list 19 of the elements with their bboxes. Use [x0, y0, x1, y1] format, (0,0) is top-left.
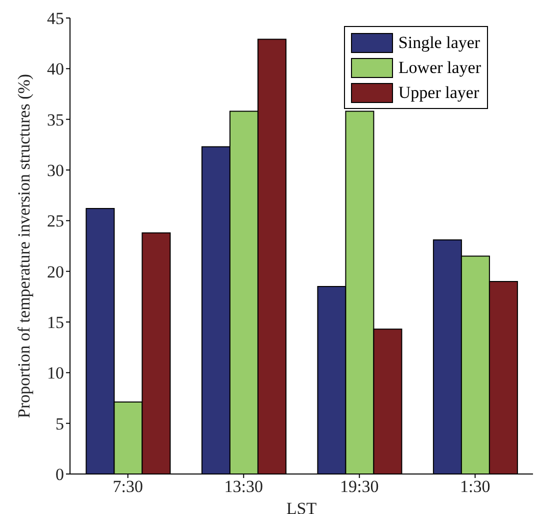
y-tick-label: 35 [47, 110, 64, 130]
y-tick-label: 45 [47, 9, 64, 28]
y-tick-label: 20 [47, 262, 64, 282]
y-tick-label: 5 [56, 414, 64, 434]
x-tick-label: 19:30 [340, 477, 379, 496]
x-tick-label: 7:30 [112, 477, 143, 496]
x-tick-label: 13:30 [224, 477, 263, 496]
y-tick-label: 10 [47, 364, 64, 383]
legend-label: Lower layer [398, 58, 481, 78]
legend-label: Upper layer [398, 82, 480, 102]
y-tick-label: 25 [47, 212, 64, 231]
y-tick-label: 40 [47, 60, 64, 79]
legend-label: Single layer [398, 32, 480, 52]
y-tick-label: 30 [47, 161, 64, 180]
y-tick-label: 15 [47, 313, 64, 332]
y-tick-label: 0 [56, 465, 64, 484]
x-tick-label: 1:30 [460, 477, 490, 496]
y-axis-title: Proportion of temperature inversion structures (%) [14, 74, 34, 418]
x-axis-title: LST [286, 499, 318, 514]
